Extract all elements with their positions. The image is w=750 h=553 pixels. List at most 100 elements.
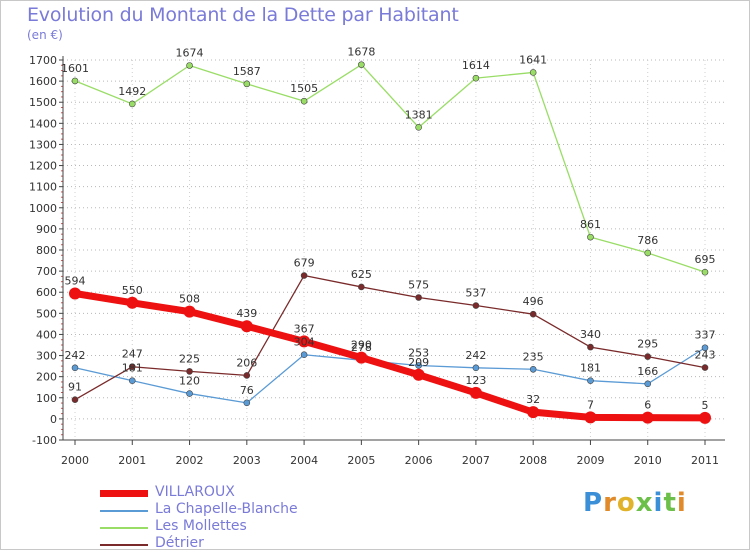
data-label-villaroux: 6 [644, 399, 651, 412]
logo-letter: P [583, 488, 604, 518]
data-label-la-chapelle-blanche: 242 [465, 349, 486, 362]
data-point-la-chapelle-blanche [472, 364, 480, 372]
series-line-villaroux [71, 289, 709, 422]
data-label-les-mollettes: 1587 [233, 65, 261, 78]
data-point-la-chapelle-blanche [128, 377, 136, 384]
y-tick-label: 500 [36, 307, 57, 320]
data-label-villaroux: 290 [351, 339, 372, 352]
x-tick-label: 2004 [290, 454, 318, 467]
y-tick-label: 200 [36, 371, 57, 384]
data-points [69, 61, 711, 424]
data-point-villaroux [298, 335, 311, 348]
data-label-detrier: 679 [294, 257, 315, 270]
data-point-les-mollettes [243, 80, 251, 88]
x-tick-label: 2008 [519, 454, 547, 467]
data-label-les-mollettes: 1505 [290, 82, 318, 95]
y-tick-label: 1700 [29, 54, 57, 67]
data-point-detrier [472, 302, 480, 309]
y-tick-label: 600 [36, 286, 57, 299]
data-point-villaroux [699, 411, 711, 424]
data-point-detrier [300, 272, 308, 279]
data-label-les-mollettes: 786 [637, 234, 658, 247]
data-point-les-mollettes [644, 249, 652, 257]
y-tick-label: 1000 [29, 202, 57, 215]
x-tick-label: 2003 [233, 454, 261, 467]
data-point-detrier [529, 310, 537, 318]
data-label-les-mollettes: 1601 [61, 62, 89, 75]
data-label-la-chapelle-blanche: 304 [294, 336, 315, 349]
data-point-la-chapelle-blanche [71, 364, 79, 372]
data-label-la-chapelle-blanche: 181 [580, 362, 601, 375]
data-label-detrier: 537 [465, 287, 486, 300]
data-point-la-chapelle-blanche [415, 362, 422, 369]
data-point-la-chapelle-blanche [701, 344, 709, 352]
data-point-les-mollettes [587, 233, 594, 241]
series-line-detrier [74, 274, 706, 401]
data-point-villaroux [69, 287, 81, 300]
data-label-la-chapelle-blanche: 235 [523, 350, 544, 363]
data-label-villaroux: 7 [587, 398, 594, 411]
logo-letter: t [663, 488, 677, 518]
y-tick-label: 1400 [29, 117, 57, 130]
data-point-les-mollettes [701, 268, 709, 276]
data-label-les-mollettes: 1381 [405, 108, 433, 121]
y-tick-label: 800 [36, 244, 57, 257]
legend-label-villaroux: VILLAROUX [155, 484, 235, 500]
x-tick-label: 2002 [176, 454, 204, 467]
x-tick-label: 2006 [405, 454, 433, 467]
y-tick-label: -100 [32, 434, 57, 447]
data-point-les-mollettes [358, 61, 365, 68]
y-tick-label: 900 [36, 223, 57, 236]
data-label-villaroux: 32 [526, 393, 540, 406]
x-tick-label: 2010 [634, 454, 662, 467]
data-label-les-mollettes: 1674 [176, 46, 204, 59]
data-label-les-mollettes: 1678 [347, 46, 375, 59]
data-label-les-mollettes: 1614 [462, 59, 490, 72]
data-label-detrier: 247 [122, 348, 143, 361]
legend-label-detrier: Détrier [155, 535, 204, 551]
data-point-les-mollettes [472, 74, 480, 82]
data-point-les-mollettes [71, 77, 79, 85]
data-point-les-mollettes [415, 124, 422, 131]
data-point-villaroux [240, 320, 253, 333]
data-point-la-chapelle-blanche [300, 351, 308, 359]
data-label-villaroux: 508 [179, 293, 200, 306]
legend-swatch-villaroux [100, 490, 148, 497]
data-label-detrier: 91 [68, 381, 82, 394]
data-label-detrier: 206 [236, 356, 257, 369]
data-label-les-mollettes: 861 [580, 218, 601, 231]
chart-title: Evolution du Montant de la Dette par Hab… [27, 4, 459, 26]
data-point-detrier [128, 363, 136, 371]
data-point-villaroux [641, 411, 654, 424]
data-point-detrier [415, 294, 422, 301]
y-tick-label: 1600 [29, 75, 57, 88]
data-label-la-chapelle-blanche: 76 [240, 384, 254, 397]
data-label-la-chapelle-blanche: 278 [351, 341, 372, 354]
data-point-detrier [243, 372, 251, 379]
data-label-villaroux: 439 [236, 307, 257, 320]
data-point-villaroux [126, 296, 139, 309]
data-label-villaroux: 123 [465, 374, 486, 387]
y-tick-label: 1300 [29, 138, 57, 151]
data-point-villaroux [183, 305, 196, 318]
logo-letter: i [676, 488, 687, 518]
x-tick-label: 2001 [118, 454, 146, 467]
legend-swatch-les-mollettes [100, 527, 148, 529]
y-tick-label: 1100 [29, 181, 57, 194]
logo-letter: r [603, 488, 617, 518]
logo-letter: o [616, 488, 636, 518]
data-label-detrier: 496 [523, 295, 544, 308]
data-label-detrier: 625 [351, 268, 372, 281]
data-point-detrier [587, 343, 594, 351]
y-tick-label: 100 [36, 392, 57, 405]
y-tick-labels: -100 0 100 200 300 400 500 600 700 800 900 1000 1100… [29, 54, 57, 447]
data-point-villaroux [584, 411, 597, 424]
data-label-les-mollettes: 695 [695, 253, 716, 266]
axes [59, 56, 725, 445]
data-point-les-mollettes [300, 97, 308, 105]
y-tick-label: 0 [50, 413, 57, 426]
y-tick-label: 1200 [29, 160, 57, 173]
legend-label-les-mollettes: Les Mollettes [155, 518, 247, 534]
